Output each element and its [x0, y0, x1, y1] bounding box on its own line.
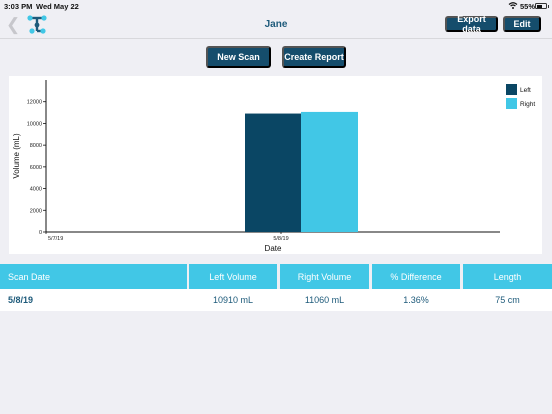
wifi-icon [508, 2, 518, 9]
x-axis-label: Date [265, 244, 282, 253]
battery-icon [535, 3, 549, 9]
status-bar: 3:03 PM Wed May 22 55% [0, 0, 552, 12]
new-scan-button[interactable]: New Scan [206, 46, 271, 68]
column-header-scan-date[interactable]: Scan Date [0, 264, 187, 289]
y-tick-label: 10000 [27, 121, 42, 127]
legend-label-right: Right [520, 101, 535, 108]
y-tick-label: 2000 [30, 208, 42, 214]
cell-right-volume: 11060 mL [304, 295, 345, 305]
status-date: Wed May 22 [36, 2, 79, 11]
y-tick-label: 8000 [30, 143, 42, 149]
legend-swatch-right [506, 98, 517, 109]
x-tick-label: 5/7/19 [48, 236, 63, 242]
cell-percent-difference: 1.36% [403, 295, 429, 305]
back-chevron-icon[interactable]: ❮ [6, 15, 21, 34]
table-header: Scan Date Left Volume Right Volume % Dif… [0, 264, 552, 289]
edit-button[interactable]: Edit [503, 16, 541, 32]
column-header-length[interactable]: Length [463, 264, 552, 289]
volume-chart: 0 2000 4000 6000 8000 10000 12000 5/7/19 5/8/19 D… [9, 76, 542, 254]
column-header-right-volume[interactable]: Right Volume [280, 264, 369, 289]
bar-left [245, 113, 302, 232]
volume-bar-chart: 0 2000 4000 6000 8000 10000 12000 5/7/19 5/8/19 D… [12, 80, 535, 253]
cell-left-volume: 10910 mL [212, 295, 254, 305]
y-axis-label: Volume (mL) [12, 133, 21, 179]
create-report-button[interactable]: Create Report [282, 46, 346, 68]
y-tick-label: 0 [39, 230, 42, 236]
cell-scan-date: 5/8/19 [8, 295, 34, 305]
column-header-percent-difference[interactable]: % Difference [372, 264, 460, 289]
app-logo-icon [27, 15, 47, 34]
table-row[interactable]: 5/8/19 10910 mL 11060 mL 1.36% 75 cm [0, 289, 552, 311]
cell-length: 75 cm [495, 295, 520, 305]
column-header-left-volume[interactable]: Left Volume [189, 264, 277, 289]
battery-percent: 55% [520, 2, 536, 11]
status-time: 3:03 PM [4, 2, 33, 11]
page-title: Jane [264, 19, 288, 30]
y-tick-label: 6000 [30, 165, 42, 171]
legend-swatch-left [506, 84, 517, 95]
x-tick-label: 5/8/19 [273, 236, 288, 242]
legend-label-left: Left [520, 87, 531, 94]
navigation-bar: ❮ Jane [0, 12, 552, 39]
y-tick-label: 4000 [30, 187, 42, 193]
y-tick-label: 12000 [27, 100, 42, 106]
export-data-button[interactable]: Export data [445, 14, 498, 34]
bar-right [301, 111, 358, 232]
